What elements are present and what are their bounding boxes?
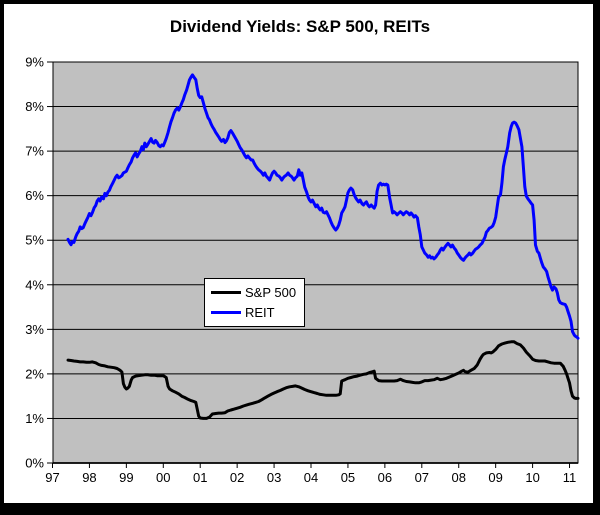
legend-label-sp500: S&P 500 bbox=[245, 285, 297, 300]
legend: S&P 500 REIT bbox=[204, 278, 305, 327]
reit-series-line bbox=[66, 73, 580, 340]
x-tick-label: 09 bbox=[488, 470, 502, 485]
y-tick-label: 4% bbox=[25, 277, 44, 292]
y-tick-label: 9% bbox=[25, 55, 44, 70]
x-tick-label: 10 bbox=[525, 470, 539, 485]
plot-background bbox=[52, 61, 579, 464]
x-tick-label: 07 bbox=[415, 470, 429, 485]
legend-label-reit: REIT bbox=[245, 305, 275, 320]
sp500-series-line bbox=[66, 340, 580, 420]
y-tick-label: 7% bbox=[25, 144, 44, 159]
x-tick-label: 03 bbox=[267, 470, 281, 485]
y-tick-label: 2% bbox=[25, 366, 44, 381]
chart-title: Dividend Yields: S&P 500, REITs bbox=[169, 17, 431, 36]
y-tick-label: 5% bbox=[25, 233, 44, 248]
y-tick-label: 0% bbox=[25, 456, 44, 471]
y-tick-label: 8% bbox=[25, 99, 44, 114]
x-tick-label: 98 bbox=[82, 470, 96, 485]
x-tick-label: 11 bbox=[563, 470, 577, 485]
reit-line-swatch bbox=[211, 311, 241, 314]
x-tick-label: 97 bbox=[45, 470, 59, 485]
x-tick-label: 05 bbox=[341, 470, 355, 485]
x-tick-label: 02 bbox=[230, 470, 244, 485]
x-tick-label: 01 bbox=[193, 470, 207, 485]
x-tick-label: 00 bbox=[156, 470, 170, 485]
x-tick-label: 04 bbox=[304, 470, 318, 485]
x-tick-label: 99 bbox=[119, 470, 133, 485]
y-tick-label: 6% bbox=[25, 188, 44, 203]
y-tick-label: 3% bbox=[25, 322, 44, 337]
sp500-line-swatch bbox=[211, 291, 241, 294]
legend-item-sp500: S&P 500 bbox=[205, 286, 304, 299]
x-tick-label: 06 bbox=[378, 470, 392, 485]
y-tick-label: 1% bbox=[25, 411, 44, 426]
legend-item-reit: REIT bbox=[205, 306, 304, 319]
x-tick-label: 08 bbox=[451, 470, 465, 485]
